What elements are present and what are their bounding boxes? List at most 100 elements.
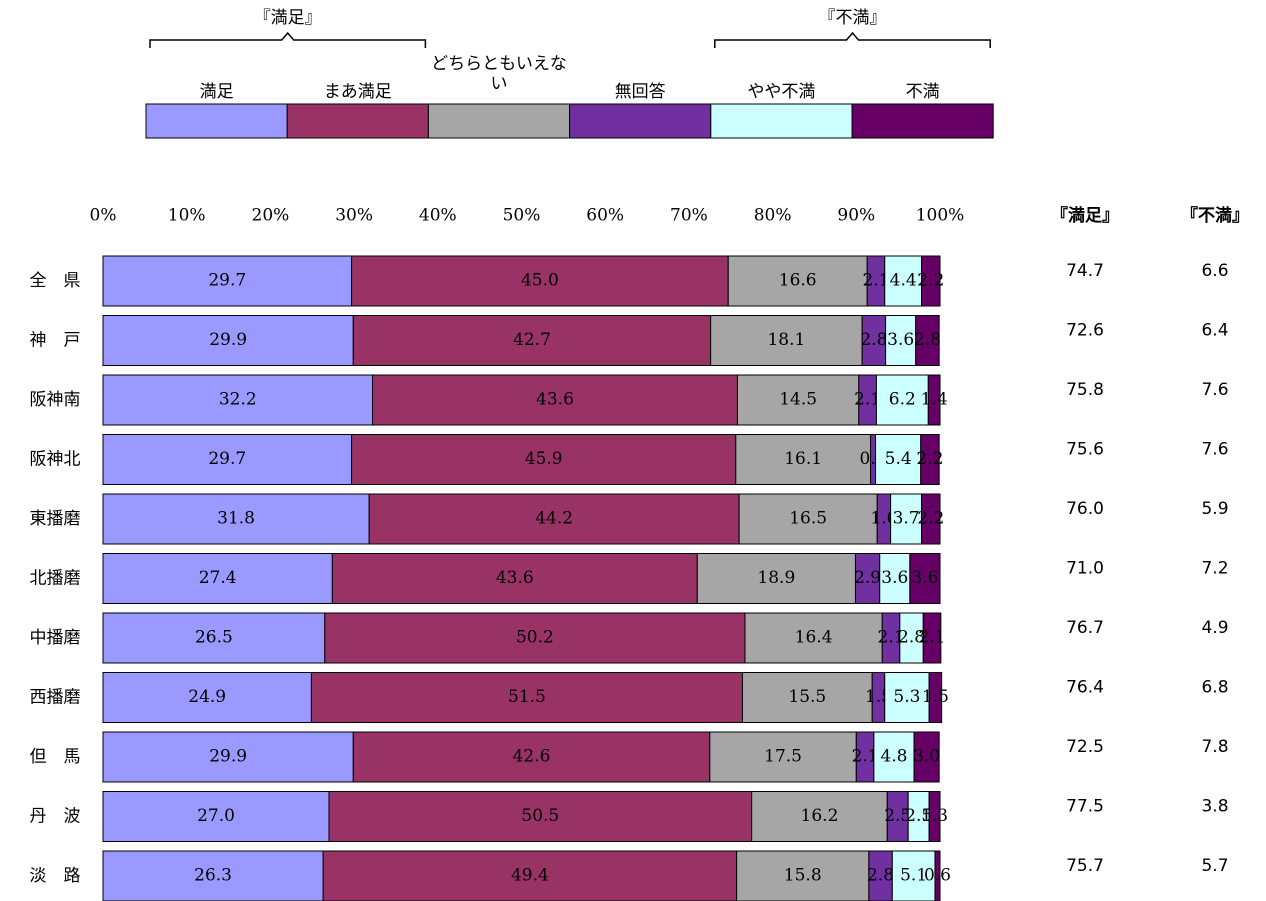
data-label: 1.4 bbox=[921, 390, 948, 410]
x-tick-label: 20% bbox=[252, 206, 290, 226]
data-label: 50.5 bbox=[521, 806, 559, 826]
summary-value: 7.6 bbox=[1201, 380, 1228, 400]
bar-segment bbox=[736, 850, 870, 901]
summary-value: 6.6 bbox=[1201, 261, 1228, 281]
bar-segment bbox=[736, 374, 860, 426]
legend-label: どちらともいえない bbox=[431, 54, 567, 94]
x-tick-label: 10% bbox=[168, 206, 206, 226]
bar-segment bbox=[102, 850, 324, 901]
legend-group-label: 『満足』 bbox=[254, 8, 322, 28]
bar-segment bbox=[328, 791, 753, 842]
x-tick-label: 30% bbox=[335, 206, 373, 226]
data-label: 16.2 bbox=[801, 806, 839, 826]
data-label: 14.5 bbox=[779, 390, 817, 410]
category-label: 中播磨 bbox=[30, 628, 81, 648]
data-label: 15.8 bbox=[784, 866, 822, 886]
bar-segment bbox=[727, 255, 868, 307]
data-label: 17.5 bbox=[764, 747, 802, 767]
category-label: 北播磨 bbox=[30, 569, 81, 589]
data-label: 2.8 bbox=[867, 866, 894, 886]
bar-segment bbox=[873, 731, 915, 783]
legend-group-label: 『不満』 bbox=[819, 8, 887, 28]
data-label: 3.6 bbox=[911, 568, 938, 588]
data-label: 1.3 bbox=[921, 806, 948, 826]
data-label: 16.1 bbox=[784, 449, 822, 469]
bar-segment bbox=[102, 374, 374, 426]
data-label: 6.2 bbox=[889, 390, 916, 410]
data-label: 2.1 bbox=[854, 390, 881, 410]
bar-segment bbox=[885, 315, 917, 366]
bar-segment bbox=[913, 731, 940, 783]
bar-segment bbox=[928, 791, 941, 842]
data-label: 2.8 bbox=[898, 628, 925, 648]
data-label: 2.8 bbox=[860, 330, 887, 350]
x-tick-label: 100% bbox=[916, 206, 965, 226]
bar-segment bbox=[751, 791, 888, 842]
bar-segment bbox=[875, 374, 929, 426]
summary-value: 7.6 bbox=[1201, 440, 1228, 460]
data-label: 5.4 bbox=[885, 449, 912, 469]
data-label: 2.1 bbox=[852, 747, 879, 767]
data-label: 4.4 bbox=[890, 271, 917, 291]
summary-value: 75.8 bbox=[1066, 380, 1104, 400]
bar-segment bbox=[890, 493, 923, 545]
x-tick-label: 50% bbox=[503, 206, 541, 226]
summary-value: 77.5 bbox=[1066, 797, 1104, 817]
x-tick-label: 90% bbox=[837, 206, 875, 226]
category-label: 但 馬 bbox=[30, 747, 81, 767]
bar-segment bbox=[102, 315, 354, 366]
data-label: 32.2 bbox=[219, 390, 257, 410]
bar-segment bbox=[352, 315, 712, 366]
data-label: 2.2 bbox=[916, 449, 943, 469]
data-label: 43.6 bbox=[496, 568, 534, 588]
bar-segment bbox=[738, 493, 878, 545]
summary-value: 72.5 bbox=[1066, 737, 1104, 757]
bar-segment bbox=[102, 731, 354, 783]
category-label: 阪神北 bbox=[30, 450, 81, 470]
legend-swatch bbox=[427, 103, 571, 139]
summary-header: 『不満』 bbox=[1181, 205, 1249, 226]
data-label: 29.9 bbox=[209, 330, 247, 350]
data-label: 1.5 bbox=[922, 687, 949, 707]
bar-segment bbox=[879, 553, 911, 604]
summary-value: 76.4 bbox=[1066, 678, 1104, 698]
legend-swatch bbox=[710, 103, 853, 139]
data-label: 18.1 bbox=[767, 330, 805, 350]
bar-segment bbox=[854, 553, 881, 604]
bar-segment bbox=[915, 315, 940, 366]
data-label: 29.7 bbox=[208, 449, 246, 469]
data-label: 24.9 bbox=[188, 687, 226, 707]
bar-segment bbox=[891, 850, 936, 901]
data-label: 26.3 bbox=[194, 866, 232, 886]
data-label: 18.9 bbox=[757, 568, 795, 588]
x-tick-label: 60% bbox=[586, 206, 624, 226]
data-label: 26.5 bbox=[195, 628, 233, 648]
category-label: 全 県 bbox=[30, 271, 81, 291]
bar-segment bbox=[324, 612, 746, 664]
bar-segment bbox=[102, 434, 353, 485]
summary-value: 74.7 bbox=[1066, 261, 1104, 281]
category-label: 西播磨 bbox=[30, 688, 81, 708]
bar-segment bbox=[102, 493, 370, 545]
summary-value: 72.6 bbox=[1066, 321, 1104, 341]
summary-value: 71.0 bbox=[1066, 559, 1104, 579]
data-label: 51.5 bbox=[508, 687, 546, 707]
data-label: 2.1 bbox=[862, 271, 889, 291]
category-label: 淡 路 bbox=[30, 866, 81, 886]
bar-segment bbox=[310, 672, 743, 723]
x-tick-label: 70% bbox=[670, 206, 708, 226]
category-label: 丹 波 bbox=[30, 807, 81, 827]
data-label: 42.6 bbox=[513, 747, 551, 767]
bar-segment bbox=[909, 553, 941, 604]
data-label: 15.5 bbox=[788, 687, 826, 707]
data-label: 3.0 bbox=[913, 747, 940, 767]
summary-value: 7.8 bbox=[1201, 737, 1228, 757]
summary-value: 4.9 bbox=[1201, 618, 1228, 638]
bar-segment bbox=[696, 553, 856, 604]
data-label: 50.2 bbox=[516, 628, 554, 648]
data-label: 2.1 bbox=[878, 628, 905, 648]
bar-segment bbox=[921, 255, 941, 307]
data-label: 31.8 bbox=[217, 509, 255, 529]
legend-swatch bbox=[569, 103, 712, 139]
